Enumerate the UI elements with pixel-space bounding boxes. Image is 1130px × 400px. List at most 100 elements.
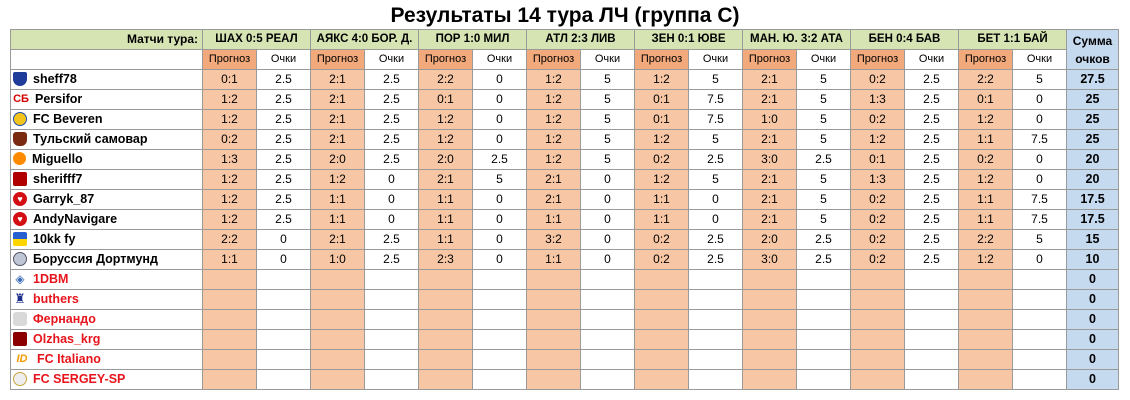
table-row: Фернандо 0 [10, 309, 1119, 330]
prediction-cell [742, 269, 797, 290]
participant-cell: sheff78 [10, 69, 203, 90]
sum-cell: 10 [1066, 249, 1119, 270]
points-cell [796, 289, 851, 310]
table-row: СБ Persifor 1:2 2.5 2:1 2.5 0:1 0 1:2 5 0:1 7.5 2:1 5… [10, 89, 1119, 110]
prediction-column-header: Прогноз [526, 49, 581, 70]
prediction-cell [742, 369, 797, 390]
diamond-icon: ◈ [15, 271, 25, 286]
sum-cell: 25 [1066, 129, 1119, 150]
prediction-cell: 3:2 [526, 229, 581, 250]
participant-cell: ◈ 1DBM [10, 269, 203, 290]
points-cell [580, 289, 635, 310]
prediction-cell: 0:2 [850, 249, 905, 270]
prediction-cell: 1:2 [526, 149, 581, 170]
prediction-cell [202, 349, 257, 370]
points-cell: 2.5 [688, 229, 743, 250]
participant-cell: FC SERGEY-SP [10, 369, 203, 390]
points-cell [688, 369, 743, 390]
prediction-cell: 1:2 [202, 169, 257, 190]
prediction-cell: 1:1 [526, 249, 581, 270]
red-circle-icon: ♥ [13, 191, 27, 206]
prediction-cell [526, 329, 581, 350]
match-header: БЕН 0:4 БАВ [850, 29, 959, 50]
participant-name: sherifff7 [33, 172, 83, 186]
participant-cell: Miguello [10, 149, 203, 170]
prediction-cell: 0:2 [634, 249, 689, 270]
sum-cell: 0 [1066, 309, 1119, 330]
prediction-cell: 1:1 [418, 189, 473, 210]
header-row-subcolumns: Прогноз Очки Прогноз Очки Прогноз Очки Прогноз… [10, 49, 1119, 70]
prediction-cell: 1:2 [202, 189, 257, 210]
sum-cell: 27.5 [1066, 69, 1119, 90]
points-cell: 0 [1012, 169, 1067, 190]
participant-name: FC Beveren [33, 112, 103, 126]
prediction-cell [418, 269, 473, 290]
points-cell: 2.5 [904, 229, 959, 250]
points-cell: 2.5 [796, 149, 851, 170]
prediction-cell [742, 329, 797, 350]
prediction-cell [742, 349, 797, 370]
prediction-cell [526, 269, 581, 290]
prediction-cell: 0:2 [634, 149, 689, 170]
points-cell: 0 [364, 169, 419, 190]
table-row: ID FC Italiano 0 [10, 349, 1119, 370]
points-cell: 0 [364, 209, 419, 230]
points-cell: 2.5 [256, 109, 311, 130]
table-row: sherifff7 1:2 2.5 1:2 0 2:1 5 2:1 0 1:2 5 2:1 5 1:3 2.… [10, 169, 1119, 190]
points-cell [1012, 309, 1067, 330]
points-column-header: Очки [580, 49, 635, 70]
table-row: ♜ buthers 0 [10, 289, 1119, 310]
points-cell [580, 269, 635, 290]
points-cell [796, 269, 851, 290]
table-row: 10kk fy 2:2 0 2:1 2.5 1:1 0 3:2 0 0:2 2.5 2:0 2.5 0:2… [10, 229, 1119, 250]
results-table: Матчи тура: ШАХ 0:5 РЕАЛ АЯКС 4:0 БОР. Д… [10, 29, 1119, 390]
points-cell: 0 [688, 209, 743, 230]
prediction-cell: 2:1 [310, 229, 365, 250]
points-cell: 7.5 [1012, 209, 1067, 230]
points-cell [256, 349, 311, 370]
participant-name: Тульский самовар [33, 132, 148, 146]
prediction-cell [850, 309, 905, 330]
prediction-cell: 2:2 [418, 69, 473, 90]
points-cell: 0 [580, 189, 635, 210]
points-cell [580, 349, 635, 370]
prediction-cell: 1:2 [958, 169, 1013, 190]
points-cell: 0 [580, 249, 635, 270]
participant-name: Фернандо [33, 312, 96, 326]
points-cell [796, 309, 851, 330]
sum-cell: 17.5 [1066, 189, 1119, 210]
prediction-cell: 2:1 [742, 209, 797, 230]
participant-cell: ♥ AndyNavigare [10, 209, 203, 230]
prediction-cell: 1:3 [202, 149, 257, 170]
points-cell [364, 369, 419, 390]
matches-label: Матчи тура: [10, 29, 203, 50]
points-cell [256, 369, 311, 390]
prediction-cell [850, 269, 905, 290]
prediction-cell [418, 289, 473, 310]
participant-name: FC Italiano [37, 352, 101, 366]
prediction-cell: 2:2 [202, 229, 257, 250]
points-cell [580, 309, 635, 330]
points-cell: 2.5 [904, 109, 959, 130]
prediction-cell [634, 289, 689, 310]
points-cell: 2.5 [364, 89, 419, 110]
points-cell: 2.5 [904, 89, 959, 110]
red-circle-icon: ♥ [13, 211, 27, 226]
prediction-cell: 0:2 [850, 109, 905, 130]
points-cell [256, 289, 311, 310]
table-row: ◈ 1DBM 0 [10, 269, 1119, 290]
table-row: FC SERGEY-SP 0 [10, 369, 1119, 390]
ball-icon [13, 111, 27, 126]
sum-cell: 25 [1066, 89, 1119, 110]
prediction-cell [526, 309, 581, 330]
prediction-cell: 0:2 [202, 129, 257, 150]
points-cell: 5 [688, 129, 743, 150]
sum-cell: 0 [1066, 349, 1119, 370]
points-cell [472, 349, 527, 370]
points-cell [904, 369, 959, 390]
points-cell [472, 329, 527, 350]
prediction-cell [958, 349, 1013, 370]
prediction-cell: 1:1 [202, 249, 257, 270]
points-cell: 0 [472, 129, 527, 150]
participant-cell: ♥ Garryk_87 [10, 189, 203, 210]
